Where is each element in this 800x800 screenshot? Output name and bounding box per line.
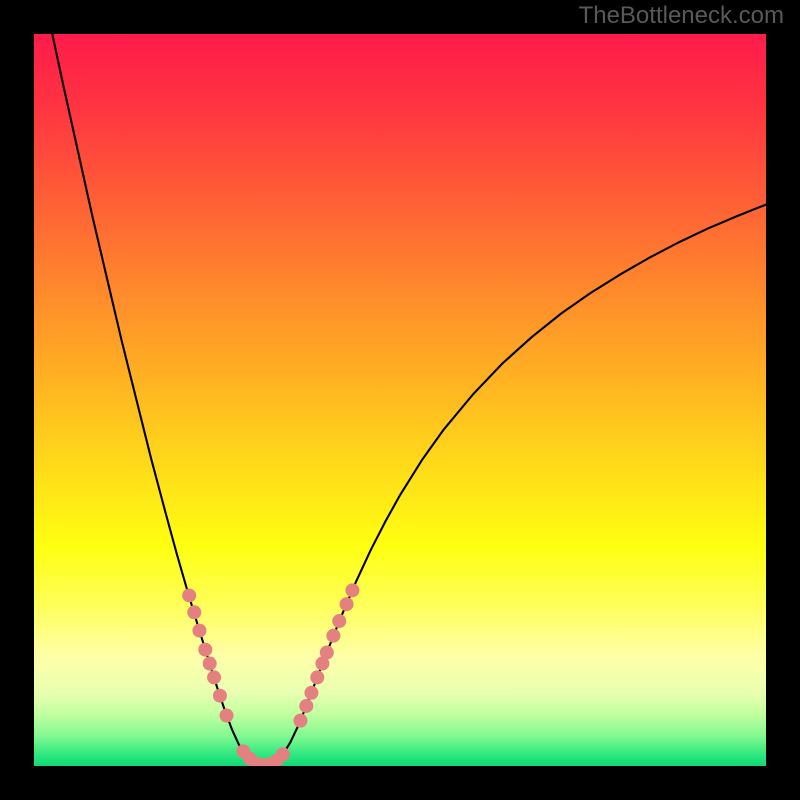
data-marker	[299, 699, 313, 713]
data-marker	[207, 670, 221, 684]
data-marker	[198, 643, 212, 657]
watermark-text: TheBottleneck.com	[579, 2, 784, 30]
data-marker	[340, 597, 354, 611]
data-marker	[220, 708, 234, 722]
plot-area	[34, 34, 766, 766]
data-marker	[293, 714, 307, 728]
data-marker	[182, 588, 196, 602]
gradient-background	[34, 34, 766, 766]
data-marker	[203, 657, 217, 671]
chart-container: TheBottleneck.com	[0, 0, 800, 800]
data-marker	[320, 646, 334, 660]
data-marker	[326, 629, 340, 643]
data-marker	[310, 670, 324, 684]
data-marker	[192, 624, 206, 638]
data-marker	[304, 686, 318, 700]
data-marker	[332, 614, 346, 628]
data-marker	[276, 747, 290, 761]
data-marker	[213, 689, 227, 703]
data-marker	[345, 583, 359, 597]
data-marker	[187, 605, 201, 619]
chart-svg	[34, 34, 766, 766]
